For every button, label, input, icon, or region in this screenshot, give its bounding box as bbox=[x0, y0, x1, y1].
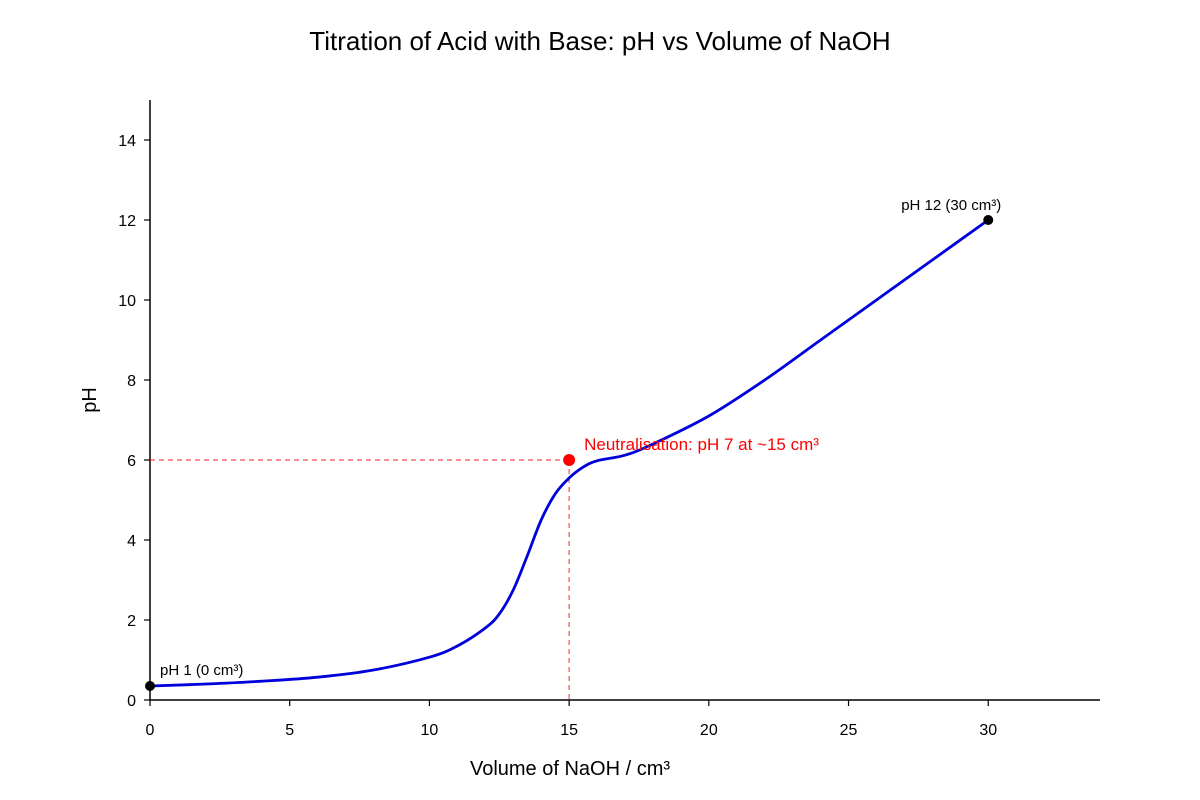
chart-title: Titration of Acid with Base: pH vs Volum… bbox=[309, 26, 890, 56]
x-tick-label: 0 bbox=[146, 722, 155, 739]
x-tick-label: 15 bbox=[560, 722, 578, 739]
y-tick-label: 12 bbox=[118, 213, 136, 230]
y-tick-label: 6 bbox=[127, 453, 136, 470]
y-tick-label: 2 bbox=[127, 613, 136, 630]
x-axis-ticks: 0 5 10 15 20 25 30 bbox=[146, 700, 997, 739]
y-tick-label: 0 bbox=[127, 693, 136, 710]
neutralisation-point-marker bbox=[563, 454, 576, 466]
x-tick-label: 30 bbox=[979, 722, 997, 739]
y-tick-label: 4 bbox=[127, 533, 136, 550]
y-axis-label: pH bbox=[79, 387, 101, 413]
y-tick-label: 10 bbox=[118, 293, 136, 310]
start-point-label: pH 1 (0 cm³) bbox=[160, 662, 243, 679]
end-point-marker bbox=[983, 215, 994, 225]
x-tick-label: 20 bbox=[700, 722, 718, 739]
start-point-marker bbox=[145, 681, 155, 691]
ph-curve bbox=[148, 218, 990, 688]
y-tick-label: 8 bbox=[127, 373, 136, 390]
x-tick-label: 25 bbox=[840, 722, 858, 739]
x-tick-label: 5 bbox=[285, 722, 294, 739]
x-tick-label: 10 bbox=[421, 722, 439, 739]
y-tick-label: 14 bbox=[118, 133, 136, 150]
end-point-label: pH 12 (30 cm³) bbox=[901, 197, 1001, 214]
neutralisation-label: Neutralisation: pH 7 at ~15 cm³ bbox=[584, 435, 819, 454]
x-axis-label: Volume of NaOH / cm³ bbox=[470, 758, 670, 780]
y-axis-ticks: 0 2 4 6 8 10 12 14 bbox=[118, 133, 150, 710]
